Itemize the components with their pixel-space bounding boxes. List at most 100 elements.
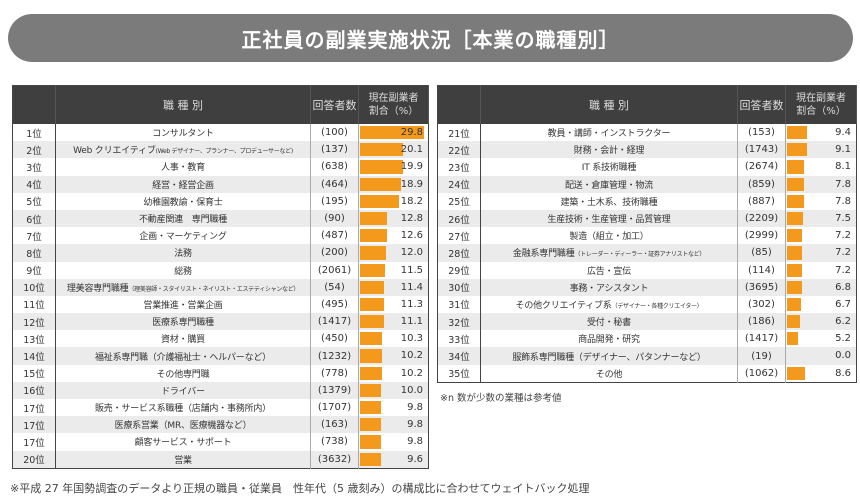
job-name: 営業 bbox=[174, 455, 192, 466]
pct-bar bbox=[360, 177, 401, 191]
pct-bar bbox=[787, 246, 803, 260]
pct-cell: 9.8 bbox=[358, 399, 429, 417]
pct-cell: 10.3 bbox=[358, 330, 429, 348]
pct-value: 6.8 bbox=[835, 281, 851, 293]
job-cell: 財務・会計・経理 bbox=[480, 141, 738, 159]
rank-cell: 25位 bbox=[437, 192, 481, 210]
table-row: 1位 コンサルタント (100) 29.8 bbox=[12, 124, 429, 142]
rank-cell: 5位 bbox=[12, 192, 56, 210]
respondents-cell: (638) bbox=[310, 158, 359, 176]
job-cell: 営業推進・営業企画 bbox=[55, 295, 311, 314]
table-row: 28位 金融系専門職種（トレーダー・ディーラー・証券アナリストなど） (85) 7.2 bbox=[437, 244, 857, 262]
pct-cell: 7.2 bbox=[785, 227, 857, 245]
pct-value: 6.7 bbox=[835, 298, 851, 310]
pct-cell: 18.9 bbox=[358, 175, 429, 193]
rank-cell: 30位 bbox=[437, 278, 481, 296]
respondents-cell: (2061) bbox=[310, 261, 359, 279]
pct-value: 8.1 bbox=[835, 161, 851, 173]
pct-bar bbox=[360, 211, 388, 226]
job-name: 商品開発・研究 bbox=[578, 335, 640, 346]
pct-value: 11.1 bbox=[400, 316, 423, 328]
pct-bar bbox=[360, 315, 384, 329]
pct-value: 11.4 bbox=[400, 281, 423, 293]
rank-cell: 17位 bbox=[12, 416, 56, 434]
rank-cell: 24位 bbox=[437, 175, 481, 193]
pct-bar bbox=[360, 401, 382, 415]
pct-cell: 29.8 bbox=[358, 124, 429, 142]
ranking-table-right: 職 種 別 回答者数 現在副業者 割合（%） 21位 教員・講師・インストラクター (… bbox=[437, 85, 857, 383]
respondents-cell: (200) bbox=[310, 244, 359, 262]
job-sub: （デザイナー・各種クリエイター） bbox=[611, 302, 703, 310]
job-name: 営業推進・営業企画 bbox=[143, 300, 223, 311]
pct-value: 12.0 bbox=[400, 247, 423, 259]
job-name: 幼稚園教諭・保育士 bbox=[143, 197, 223, 208]
pct-bar bbox=[360, 435, 382, 449]
header-pct-line2: 割合（%） bbox=[796, 106, 846, 117]
table-row: 17位 医療系営業（MR、医療機器など） (163) 9.8 bbox=[12, 416, 429, 434]
pct-value: 12.6 bbox=[400, 230, 423, 242]
respondents-cell: (450) bbox=[310, 330, 359, 348]
job-cell: 製造（組立・加工） bbox=[480, 227, 738, 245]
pct-value: 12.8 bbox=[400, 212, 423, 224]
job-cell: 総務 bbox=[55, 261, 311, 279]
header-job: 職 種 別 bbox=[55, 85, 311, 124]
pct-bar bbox=[787, 366, 806, 380]
pct-cell: 12.6 bbox=[358, 227, 429, 245]
pct-bar bbox=[360, 280, 385, 294]
rank-cell: 31位 bbox=[437, 295, 481, 314]
rank-cell: 35位 bbox=[437, 364, 481, 383]
table-row: 21位 教員・講師・インストラクター (153) 9.4 bbox=[437, 124, 857, 142]
table-row: 6位 不動産関連 専門職種 (90) 12.8 bbox=[12, 209, 429, 228]
respondents-cell: (3695) bbox=[737, 278, 786, 296]
job-name: 経営・経営企画 bbox=[152, 180, 214, 191]
respondents-cell: (1743) bbox=[737, 141, 786, 159]
pct-value: 7.8 bbox=[835, 178, 851, 190]
pct-bar bbox=[787, 297, 802, 312]
job-cell: 医療系専門職種 bbox=[55, 313, 311, 331]
pct-cell: 10.2 bbox=[358, 364, 429, 382]
table-row: 12位 医療系専門職種 (1417) 11.1 bbox=[12, 313, 429, 331]
table-row: 35位 その他 (1062) 8.6 bbox=[437, 364, 857, 383]
pct-value: 7.2 bbox=[835, 247, 851, 259]
job-cell: IT 系技術職種 bbox=[480, 158, 738, 176]
job-cell: 販売・サービス系職種（店舗内・事務所内） bbox=[55, 399, 311, 417]
table-row: 25位 建築・土木系、技術職種 (887) 7.8 bbox=[437, 192, 857, 210]
pct-value: 20.1 bbox=[400, 144, 423, 156]
job-name: 金融系専門職種 bbox=[512, 249, 575, 260]
table-row: 31位 その他クリエイティブ系（デザイナー・各種クリエイター） (302) 6.7 bbox=[437, 295, 857, 314]
table-row: 4位 経営・経営企画 (464) 18.9 bbox=[12, 175, 429, 193]
job-cell: 建築・土木系、技術職種 bbox=[480, 192, 738, 210]
pct-value: 7.2 bbox=[835, 264, 851, 276]
respondents-cell: (464) bbox=[310, 175, 359, 193]
job-name: コンサルタント bbox=[152, 129, 214, 140]
job-name: 販売・サービス系職種（店舗内・事務所内） bbox=[94, 404, 271, 415]
table-row: 22位 財務・会計・経理 (1743) 9.1 bbox=[437, 141, 857, 159]
table-row: 29位 広告・宣伝 (114) 7.2 bbox=[437, 261, 857, 279]
pct-cell: 9.8 bbox=[358, 416, 429, 434]
table-row: 3位 人事・教育 (638) 19.9 bbox=[12, 158, 429, 176]
header-pct: 現在副業者 割合（%） bbox=[358, 85, 429, 124]
pct-value: 19.9 bbox=[400, 161, 423, 173]
ranking-table-left: 職 種 別 回答者数 現在副業者 割合（%） 1位 コンサルタント (100) 29.8… bbox=[12, 85, 429, 469]
pct-bar bbox=[787, 177, 804, 191]
respondents-cell: (100) bbox=[310, 124, 359, 142]
rank-cell: 23位 bbox=[437, 158, 481, 176]
respondents-cell: (195) bbox=[310, 192, 359, 210]
rank-cell: 10位 bbox=[12, 278, 56, 296]
job-sub: （理美容師・スタイリスト・ネイリスト・エステティシャンなど） bbox=[128, 285, 300, 293]
pct-cell: 7.2 bbox=[785, 244, 857, 262]
job-cell: 人事・教育 bbox=[55, 158, 311, 176]
page-title: 正社員の副業実施状況［本業の職種別］ bbox=[8, 14, 853, 62]
respondents-cell: (114) bbox=[737, 261, 786, 279]
rank-cell: 26位 bbox=[437, 209, 481, 228]
pct-value: 10.2 bbox=[400, 367, 423, 379]
pct-bar bbox=[787, 263, 803, 277]
pct-cell: 9.8 bbox=[358, 433, 429, 451]
pct-bar bbox=[787, 211, 804, 226]
pct-value: 10.3 bbox=[400, 333, 423, 345]
pct-cell: 8.6 bbox=[785, 364, 857, 383]
pct-value: 9.1 bbox=[835, 144, 851, 156]
pct-cell: 9.1 bbox=[785, 141, 857, 159]
job-name: 教員・講師・インストラクター bbox=[547, 129, 671, 140]
pct-value: 11.3 bbox=[400, 298, 423, 310]
